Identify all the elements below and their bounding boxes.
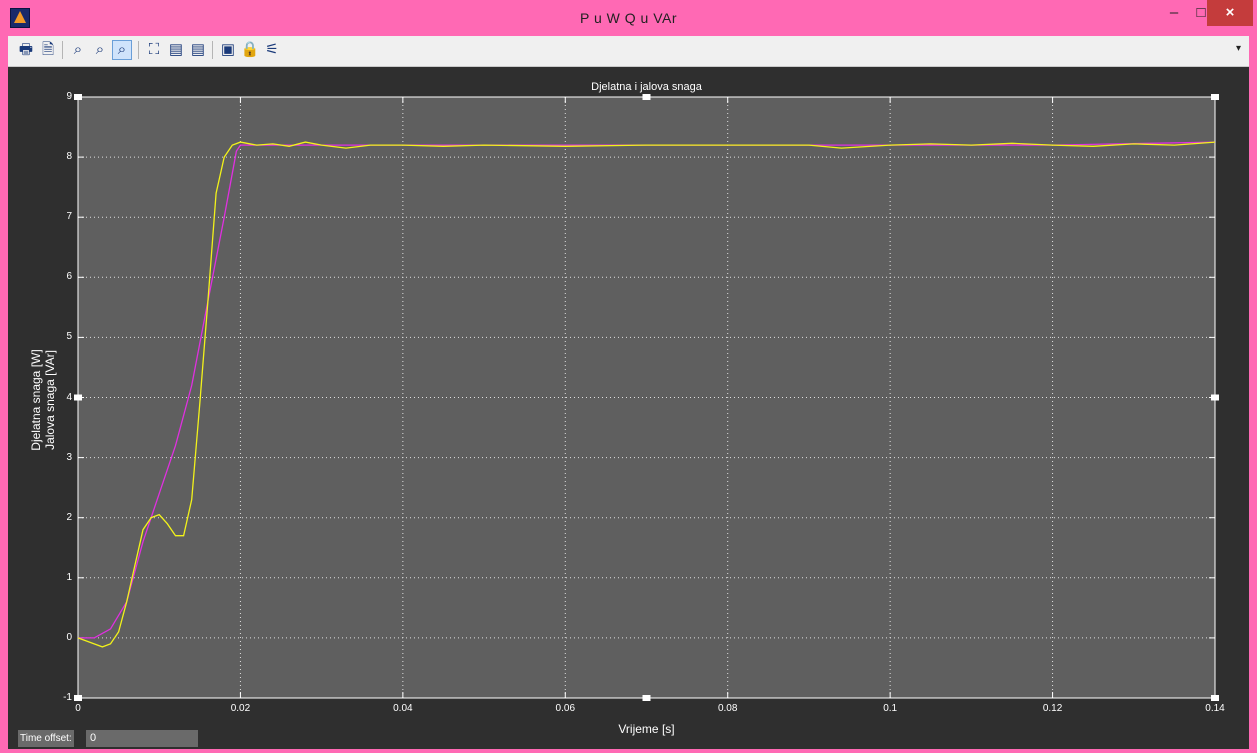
y-tick-label: 9: [66, 91, 72, 102]
x-tick-label: 0.06: [555, 703, 576, 714]
toolbar-separator: [212, 41, 213, 59]
toolbar-separator: [138, 41, 139, 59]
signal-selection-icon[interactable]: ⚟: [265, 41, 279, 58]
y-tick-label: 5: [66, 331, 72, 343]
minimize-button[interactable]: –: [1169, 4, 1179, 21]
y-tick-label: 4: [66, 391, 72, 403]
zoom-x-icon[interactable]: ⌕: [95, 41, 105, 58]
window-title: P u W Q u VAr: [579, 10, 677, 26]
axes-resize-handle[interactable]: [1211, 695, 1219, 701]
x-tick-label: 0.12: [1042, 703, 1063, 714]
y-tick-label: 7: [66, 211, 72, 223]
x-axis-label: Vrijeme [s]: [618, 722, 675, 736]
autoscale-icon[interactable]: ⛶: [148, 41, 160, 58]
y-tick-label: 1: [66, 571, 72, 583]
x-tick-label: 0: [75, 703, 81, 714]
y-tick-label: 8: [66, 151, 72, 163]
save-axes-icon[interactable]: ▤: [168, 41, 184, 58]
axes-resize-handle[interactable]: [74, 94, 82, 100]
y-tick-label: 0: [66, 631, 72, 643]
axes-resize-handle[interactable]: [642, 695, 651, 701]
axes-resize-handle[interactable]: [74, 394, 82, 401]
x-tick-label: 0.08: [717, 703, 738, 714]
title-bar: P u W Q u VAr – □ ×: [0, 0, 1257, 36]
y-tick-label: 6: [66, 271, 72, 283]
x-tick-label: 0.02: [230, 703, 251, 714]
toolbar-overflow-icon[interactable]: ▾: [1235, 43, 1241, 54]
zoom-y-icon[interactable]: ⌕: [112, 40, 132, 60]
time-offset-label: Time offset:: [18, 730, 74, 747]
restore-axes-icon[interactable]: ▤: [190, 41, 206, 58]
y-tick-label: -1: [63, 692, 72, 703]
series-line-2: [77, 141, 1216, 648]
toolbar-separator: [62, 41, 63, 59]
y-tick-label: 2: [66, 511, 72, 523]
lock-icon[interactable]: 🔒: [240, 41, 260, 58]
x-tick-label: 0.14: [1205, 703, 1225, 714]
print-icon[interactable]: 🖶: [18, 41, 34, 58]
close-button[interactable]: ×: [1207, 0, 1253, 26]
axes-resize-handle[interactable]: [1211, 394, 1219, 401]
time-offset-field: 0: [86, 730, 198, 747]
maximize-button[interactable]: □: [1196, 4, 1206, 21]
plot-title: Djelatna i jalova snaga: [591, 81, 702, 93]
axes-resize-handle[interactable]: [74, 695, 82, 701]
parameters-icon[interactable]: ▣: [220, 41, 236, 58]
zoom-icon[interactable]: ⌕: [73, 41, 83, 58]
toolbar: 🖶 🗎 ⌕ ⌕ ⌕ ⛶ ▤ ▤ ▣ 🔒 ⚟ ▾: [8, 36, 1249, 67]
axes-resize-handle[interactable]: [1211, 94, 1219, 100]
x-tick-label: 0.1: [883, 703, 898, 714]
x-tick-label: 0.04: [393, 703, 413, 714]
axes-resize-handle[interactable]: [642, 94, 651, 100]
y-tick-label: 3: [66, 451, 72, 463]
page-setup-icon[interactable]: 🗎: [41, 41, 55, 58]
matlab-app-icon[interactable]: [10, 8, 30, 28]
